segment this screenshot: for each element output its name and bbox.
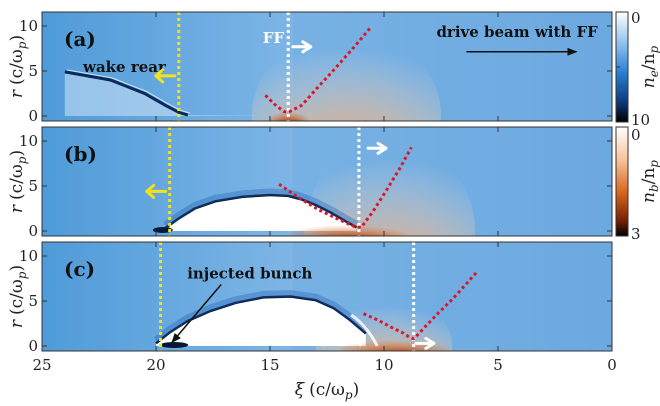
y-axis-units: (c/ω bbox=[7, 49, 27, 85]
panel-label: (c) bbox=[64, 257, 95, 281]
y-axis-label: r(c/ωp) bbox=[7, 150, 29, 213]
x-tick-label: 25 bbox=[32, 356, 51, 374]
wake-ripple bbox=[334, 316, 363, 347]
y-tick-label: 10 bbox=[19, 17, 38, 35]
focus-curve bbox=[362, 270, 479, 341]
y-tick-label: 10 bbox=[19, 132, 38, 150]
x-tick-label: 0 bbox=[607, 356, 617, 374]
wake-ripple bbox=[298, 322, 326, 347]
panel-label: (a) bbox=[64, 27, 96, 51]
wake-sheath-highlight bbox=[66, 69, 191, 114]
beam-core bbox=[340, 330, 451, 351]
x-tick-label: 5 bbox=[493, 356, 503, 374]
wake-sheath bbox=[64, 70, 189, 117]
panel-b bbox=[42, 127, 612, 236]
colorbar-label: nb/np bbox=[639, 160, 660, 203]
colorbar-nb bbox=[615, 126, 629, 237]
y-axis-units: (c/ω bbox=[7, 164, 27, 200]
injected-bunch bbox=[160, 342, 189, 348]
x-tick-label: 15 bbox=[260, 356, 279, 374]
wake-ripple bbox=[350, 313, 379, 347]
annotation-label: injected bunch bbox=[187, 265, 312, 283]
y-tick-label: 0 bbox=[28, 107, 38, 125]
drive-beam-density bbox=[304, 141, 476, 236]
cb-tick-label: 0 bbox=[631, 9, 641, 27]
yellow-left-arrow bbox=[154, 68, 177, 84]
drive-beam-density bbox=[251, 30, 441, 121]
focus-curve bbox=[264, 26, 372, 114]
annotation-label: drive beam with FF bbox=[436, 23, 598, 41]
bubble-sheath-glow bbox=[163, 188, 359, 229]
panel-c bbox=[42, 242, 612, 351]
y-tick-label: 0 bbox=[28, 222, 38, 240]
y-axis-units: (c/ω bbox=[7, 279, 27, 315]
colorbar-label: ne/np bbox=[639, 45, 660, 88]
y-tick-label: 5 bbox=[28, 292, 38, 310]
bubble-sheath bbox=[164, 193, 358, 230]
y-tick-label: 0 bbox=[28, 337, 38, 355]
x-tick-label: 20 bbox=[146, 356, 165, 374]
y-tick-label: 5 bbox=[28, 62, 38, 80]
beam-core bbox=[287, 215, 408, 236]
cb-tick-label: 0 bbox=[631, 126, 641, 144]
y-tick-label: 5 bbox=[28, 177, 38, 195]
panel-frame bbox=[41, 11, 613, 122]
yellow-left-arrow bbox=[145, 183, 168, 199]
cb-tick-label: 10 bbox=[631, 111, 650, 129]
bubble-sheath-glow bbox=[153, 289, 369, 344]
white-right-arrow bbox=[366, 141, 388, 155]
cb-tick-label: 3 bbox=[631, 225, 641, 243]
panel-frame bbox=[41, 241, 613, 352]
x-axis-label: ξ (c/ωp) bbox=[295, 380, 359, 402]
black-pointer-arrow bbox=[171, 284, 222, 344]
y-axis-label: r(c/ωp) bbox=[7, 265, 29, 328]
white-right-arrow bbox=[291, 40, 313, 54]
wake-ripple bbox=[316, 319, 345, 347]
rear-spike bbox=[152, 227, 173, 233]
panel-a bbox=[42, 12, 612, 121]
bubble-sheath bbox=[155, 295, 367, 345]
panel-frame bbox=[41, 126, 613, 237]
annotation-label: wake rear bbox=[82, 58, 167, 76]
x-tick-label: 10 bbox=[374, 356, 393, 374]
y-tick-label: 10 bbox=[19, 247, 38, 265]
annotation-label: FF bbox=[263, 29, 285, 47]
panel-label: (b) bbox=[64, 142, 97, 166]
focus-curve bbox=[278, 146, 413, 230]
y-axis-label: r(c/ωp) bbox=[7, 35, 29, 98]
white-right-arrow bbox=[414, 336, 436, 350]
